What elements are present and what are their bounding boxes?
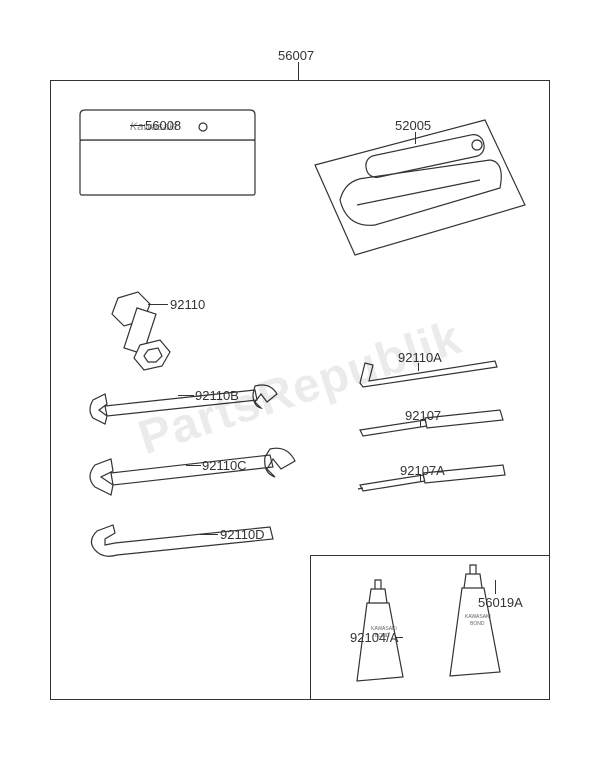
label-56019A: 56019A [478, 595, 523, 610]
label-92110A: 92110A [398, 350, 442, 365]
tool-tube-56019A: KAWASAKI BOND [440, 560, 520, 680]
leader-92110D [200, 534, 218, 535]
leader-56007 [298, 62, 299, 80]
leader-52005 [415, 132, 416, 144]
leader-92110B [178, 395, 194, 396]
tool-wrench-92110B [85, 380, 285, 430]
label-92110B: 92110B [195, 388, 239, 403]
leader-92110C [186, 465, 201, 466]
leader-92107A [420, 476, 421, 482]
svg-text:BOND: BOND [470, 621, 485, 627]
label-56008: 56008 [145, 118, 181, 133]
svg-text:KAWASAKI: KAWASAKI [465, 614, 491, 620]
label-92110: 92110 [170, 297, 205, 312]
leader-92110 [148, 304, 168, 305]
leader-56008 [130, 125, 145, 126]
tool-wrench-92110C [85, 445, 300, 500]
tool-gauge-52005 [305, 110, 530, 270]
label-92107A: 92107A [400, 463, 445, 478]
leader-92110A [418, 363, 419, 371]
label-56007: 56007 [278, 48, 314, 63]
label-92110C: 92110C [202, 458, 247, 473]
leader-92107 [420, 421, 421, 427]
label-52005: 52005 [395, 118, 431, 133]
leader-92104A [395, 637, 403, 638]
label-92107: 92107 [405, 408, 441, 423]
label-92104A: 92104/A [350, 630, 398, 645]
leader-56019A [495, 580, 496, 594]
label-92110D: 92110D [220, 527, 265, 542]
